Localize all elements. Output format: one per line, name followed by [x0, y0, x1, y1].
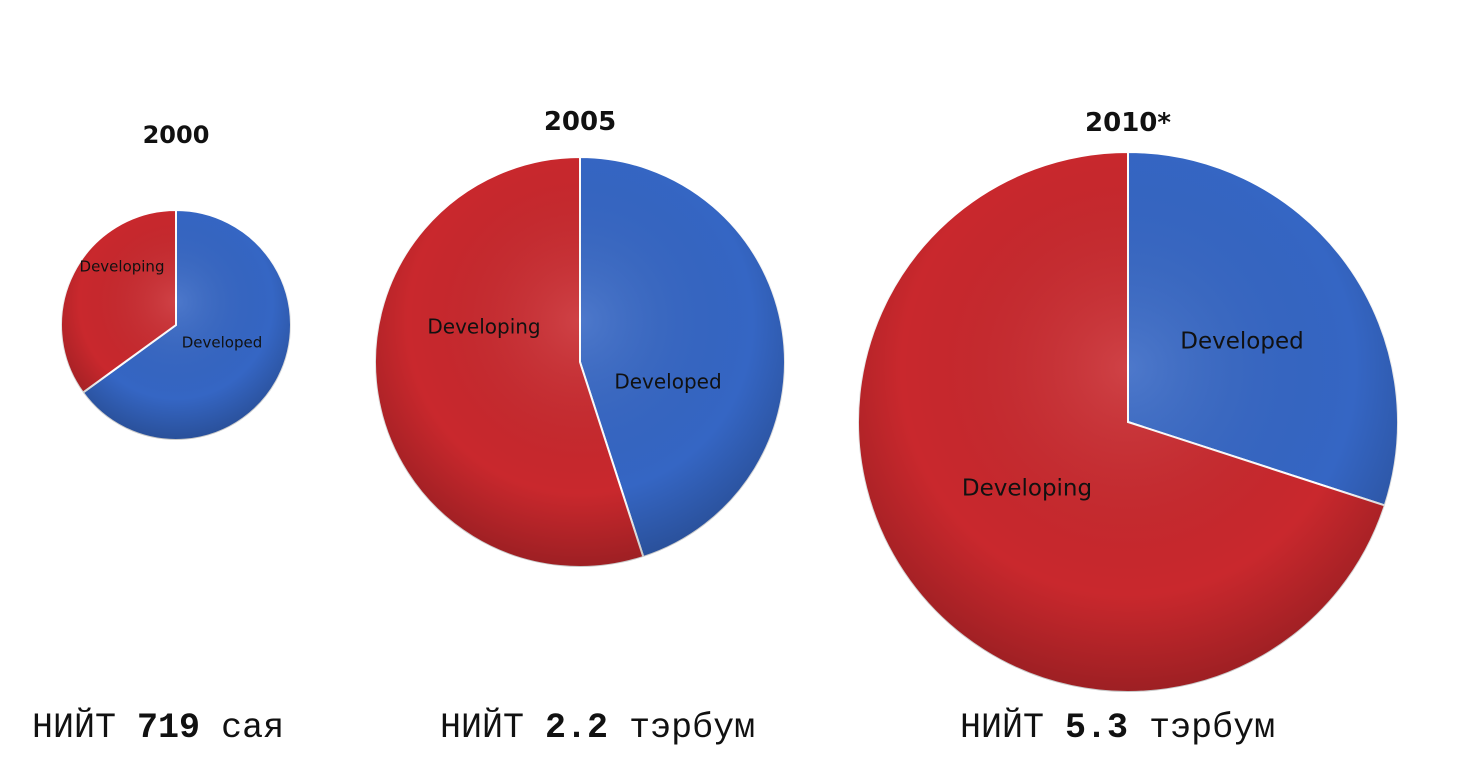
- slice-label-developing: Developing: [962, 476, 1092, 502]
- slice-label-developing: Developing: [427, 315, 540, 339]
- pie-shading: [858, 152, 1398, 692]
- pie-chart-2010: 2010* Developed Developing: [857, 108, 1399, 693]
- total-2010: НИЙТ 5.3 тэрбум: [960, 708, 1276, 748]
- pie-chart-2000: 2000 Developed Developing: [60, 121, 292, 441]
- pie-shading: [61, 210, 291, 440]
- pie-chart-2005: 2005 Developed Developing: [374, 107, 786, 568]
- slice-label-developed: Developed: [614, 370, 721, 394]
- slice-label-developed: Developed: [182, 334, 263, 352]
- pie-title: 2010*: [1085, 108, 1171, 138]
- total-2005: НИЙТ 2.2 тэрбум: [440, 708, 756, 748]
- pie-title: 2000: [143, 121, 210, 149]
- pie-title: 2005: [544, 107, 616, 137]
- slice-label-developed: Developed: [1180, 329, 1303, 355]
- slice-label-developing: Developing: [80, 258, 165, 276]
- pie-shading: [375, 157, 785, 567]
- total-2000: НИЙТ 719 сая: [32, 708, 285, 748]
